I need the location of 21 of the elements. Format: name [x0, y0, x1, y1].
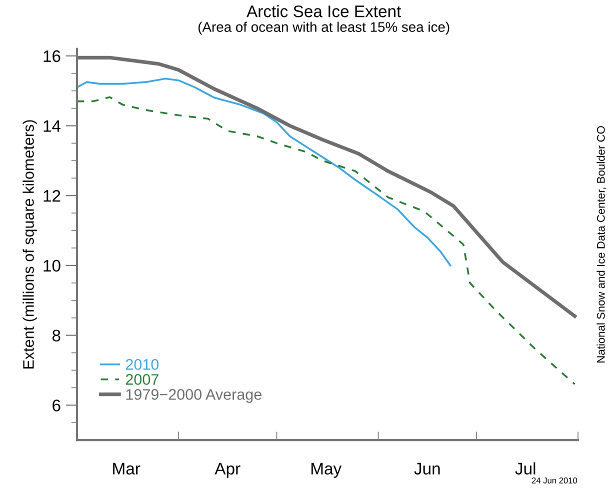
legend-label: 1979−2000 Average	[126, 389, 262, 403]
x-tick-label: Jul	[515, 462, 536, 475]
line-series	[76, 78, 452, 266]
chart-subtitle: (Area of ocean with at least 15% sea ice)	[198, 22, 450, 35]
y-tick-label: 14	[44, 120, 61, 132]
x-tick-label: Mar	[113, 462, 140, 475]
line-series	[76, 96, 576, 386]
y-tick-label: 12	[44, 190, 60, 202]
x-tick-label: Apr	[214, 462, 240, 478]
y-tick-label: 6	[52, 400, 60, 412]
y-tick-label: 16	[44, 50, 60, 62]
text: National Snow and Ice Data Center, Boulder CO	[596, 126, 606, 362]
chart-title: Arctic Sea Ice Extent	[246, 5, 402, 18]
y-tick-label: 10	[44, 260, 60, 272]
x-tick-label: Jun	[414, 462, 440, 475]
x-tick-label: May	[311, 462, 342, 478]
legend-label: 2010	[126, 359, 159, 370]
text: 24 Jun 2010	[532, 478, 578, 484]
y-tick-label: 8	[52, 330, 60, 342]
y-axis-title: Extent (millions of square kilometers)	[22, 120, 37, 368]
legend-label: 2007	[126, 374, 158, 385]
